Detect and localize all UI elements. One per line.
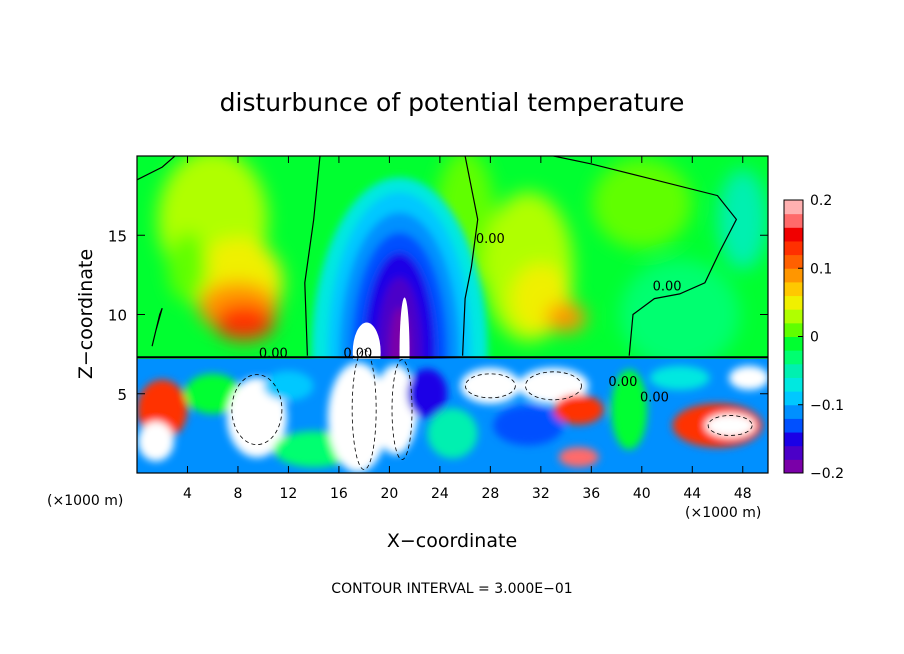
colorbar-swatch [784, 254, 803, 269]
x-unit-right: (×1000 m) [685, 505, 761, 521]
colorbar-swatch [784, 404, 803, 419]
contour-line [231, 374, 283, 446]
cold-plume [311, 177, 488, 473]
field-blob [591, 158, 692, 249]
field-blob [214, 304, 275, 341]
x-tick-label: 40 [633, 486, 651, 502]
colorbar-swatch [784, 322, 803, 337]
y-axis-label: Z−coordinate [75, 249, 97, 379]
colorbar-swatch [784, 240, 803, 256]
negative-contours [231, 349, 753, 471]
colorbar-swatch [784, 432, 803, 447]
contour-label: 0.00 [259, 346, 288, 361]
contour-label: 0.00 [653, 280, 682, 295]
zero-contours [137, 156, 768, 359]
x-unit-left: (×1000 m) [47, 493, 123, 509]
contour-line [553, 156, 738, 356]
colorbar-tick-label: 0.2 [810, 193, 832, 209]
field-blob [373, 364, 418, 455]
colorbar-swatch [784, 377, 803, 392]
field-blob [327, 362, 388, 473]
contour-line [464, 373, 516, 399]
y-tick-label: 15 [108, 227, 127, 245]
field-blob [717, 169, 768, 270]
y-axis-ticks: 5 10 15 [108, 227, 768, 404]
contour-label: 0.00 [608, 375, 637, 390]
contour-line [391, 359, 413, 461]
colorbar-swatch [784, 227, 803, 242]
colorbar-swatch [784, 445, 803, 460]
contour-line [151, 307, 163, 347]
x-axis-label: X−coordinate [387, 530, 517, 552]
colorbar-tick-label: −0.2 [810, 466, 844, 482]
colorbar-tick-label: 0.1 [810, 261, 832, 277]
colorbar-swatch [784, 213, 803, 228]
colorbar-swatch [784, 281, 803, 297]
field-blob [619, 259, 740, 370]
field-blob [518, 367, 589, 404]
colorbar-tick-label: 0 [810, 330, 819, 346]
contour-label: 0.00 [476, 232, 505, 247]
contour-line [137, 156, 176, 181]
contour-line [525, 371, 582, 401]
x-tick-label: 24 [431, 486, 449, 502]
x-tick-label: 20 [380, 486, 398, 502]
colorbar-swatch [784, 268, 803, 283]
contour-line [707, 415, 753, 436]
field-blob [493, 405, 564, 446]
field-blob [167, 231, 208, 302]
field-blob [546, 302, 587, 333]
colorbar-tick-label: −0.1 [810, 398, 844, 414]
field-blob [460, 367, 521, 404]
colorbar-ticks: 0.2 0.1 0 −0.1 −0.2 [798, 193, 844, 482]
contour-label: 0.00 [343, 346, 372, 361]
contour-line [462, 156, 479, 356]
field-blob [427, 408, 478, 459]
field-blob [611, 369, 648, 450]
colorbar-swatch [784, 336, 803, 351]
contour-line [351, 349, 377, 471]
field-blob [553, 394, 604, 425]
field-blob [705, 413, 756, 438]
colorbar-swatch [784, 418, 803, 433]
y-tick-label: 10 [108, 307, 127, 325]
colorbar [784, 200, 803, 474]
x-axis-ticks: 4 8 12 16 20 24 28 32 36 40 44 48 [183, 156, 752, 502]
x-tick-label: 32 [532, 486, 550, 502]
field-blob [137, 421, 174, 462]
colorbar-swatch [784, 363, 803, 378]
colorbar-swatch [784, 309, 803, 324]
field-blob [558, 447, 599, 468]
contour-line [304, 156, 321, 356]
field-blob [263, 370, 314, 401]
colorbar-swatch [784, 295, 803, 310]
x-tick-label: 28 [481, 486, 499, 502]
x-tick-label: 12 [280, 486, 298, 502]
y-tick-label: 5 [117, 386, 127, 404]
field-blob [729, 365, 768, 390]
x-tick-label: 4 [183, 486, 192, 502]
x-tick-label: 8 [233, 486, 242, 502]
x-tick-label: 36 [582, 486, 600, 502]
contour-label: 0.00 [640, 391, 669, 406]
colorbar-swatch [784, 391, 803, 406]
x-tick-label: 44 [683, 486, 701, 502]
field-blob [407, 368, 448, 419]
colorbar-swatch [784, 459, 803, 474]
x-tick-label: 16 [330, 486, 348, 502]
field-blob [184, 373, 241, 414]
colorbar-swatch [784, 350, 803, 365]
heatmap-field: 0.00 0.000.000.000.000.00 [137, 156, 768, 473]
field-blob [649, 365, 710, 390]
contour-interval-note: CONTOUR INTERVAL = 3.000E−01 [331, 581, 572, 597]
chart-title: disturbunce of potential temperature [220, 88, 685, 117]
colorbar-swatch [784, 200, 803, 215]
x-tick-label: 48 [734, 486, 752, 502]
